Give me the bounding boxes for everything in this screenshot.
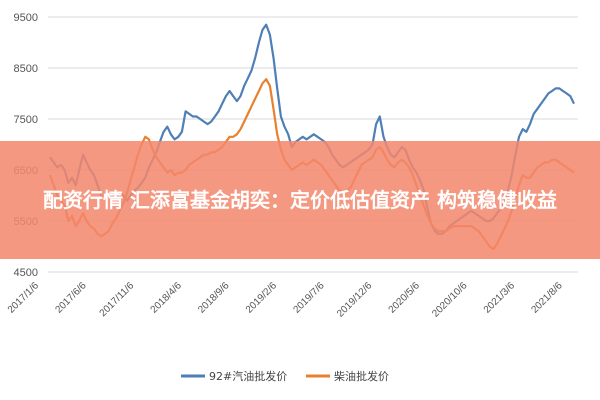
headline-text: 配资行情 汇添富基金胡奕：定价低估值资产 构筑稳健收益 [43, 188, 557, 212]
x-tick-label: 2017/11/6 [98, 280, 137, 319]
y-tick-label: 7500 [14, 114, 38, 126]
x-tick-label: 2020/5/6 [387, 280, 423, 316]
x-tick-label: 2018/4/6 [149, 280, 185, 316]
x-tick-label: 2020/10/6 [430, 280, 470, 320]
x-tick-label: 2019/12/6 [335, 280, 375, 320]
legend-label-diesel: 柴油批发价 [334, 369, 389, 383]
y-tick-label: 4500 [14, 267, 38, 279]
y-tick-label: 8500 [14, 63, 38, 75]
x-tick-label: 2017/6/6 [53, 280, 89, 316]
x-tick-label: 2018/9/6 [196, 280, 232, 316]
legend-label-gasoline: 92#汽油批发价 [209, 369, 287, 383]
headline-banner: 配资行情 汇添富基金胡奕：定价低估值资产 构筑稳健收益 [0, 141, 600, 259]
x-tick-label: 2019/7/6 [291, 280, 327, 316]
y-tick-label: 9500 [14, 12, 38, 24]
x-tick-label: 2019/2/6 [244, 280, 280, 316]
legend: 92#汽油批发价 柴油批发价 [181, 369, 389, 383]
x-tick-label: 2021/8/6 [529, 280, 565, 316]
x-tick-label: 2021/3/6 [482, 280, 518, 316]
x-tick-label: 2017/1/6 [6, 280, 42, 316]
x-axis-ticks: 2017/1/6 2017/6/6 2017/11/6 2018/4/6 2018/9/… [6, 280, 565, 320]
